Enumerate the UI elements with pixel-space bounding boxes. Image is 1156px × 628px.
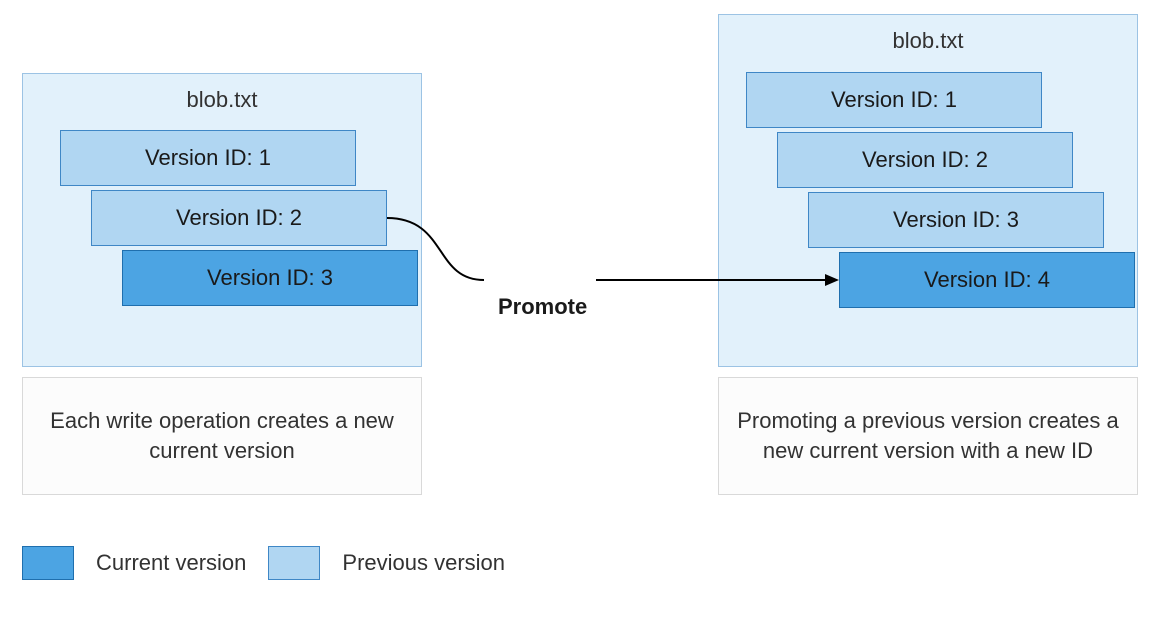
left-blob-title: blob.txt	[22, 87, 422, 113]
diagram-canvas: blob.txt Version ID: 1 Version ID: 2 Versi…	[0, 0, 1156, 628]
version-label: Version ID: 4	[924, 267, 1050, 293]
left-caption: Each write operation creates a new curre…	[22, 377, 422, 495]
arrowhead-icon	[825, 274, 839, 286]
version-box: Version ID: 2	[777, 132, 1073, 188]
legend-current-label: Current version	[96, 550, 246, 576]
legend: Current version Previous version	[22, 546, 505, 580]
legend-previous-swatch	[268, 546, 320, 580]
promote-connector	[383, 188, 853, 346]
version-label: Version ID: 1	[145, 145, 271, 171]
version-box: Version ID: 1	[60, 130, 356, 186]
promote-label: Promote	[498, 294, 587, 320]
legend-previous-label: Previous version	[342, 550, 505, 576]
version-box: Version ID: 2	[91, 190, 387, 246]
version-box: Version ID: 4	[839, 252, 1135, 308]
right-caption: Promoting a previous version creates a n…	[718, 377, 1138, 495]
version-label: Version ID: 1	[831, 87, 957, 113]
connector-path-left	[387, 218, 484, 280]
version-label: Version ID: 3	[893, 207, 1019, 233]
legend-current-swatch	[22, 546, 74, 580]
version-label: Version ID: 2	[176, 205, 302, 231]
version-label: Version ID: 3	[207, 265, 333, 291]
version-box: Version ID: 1	[746, 72, 1042, 128]
right-blob-title: blob.txt	[718, 28, 1138, 54]
version-box: Version ID: 3	[122, 250, 418, 306]
version-label: Version ID: 2	[862, 147, 988, 173]
